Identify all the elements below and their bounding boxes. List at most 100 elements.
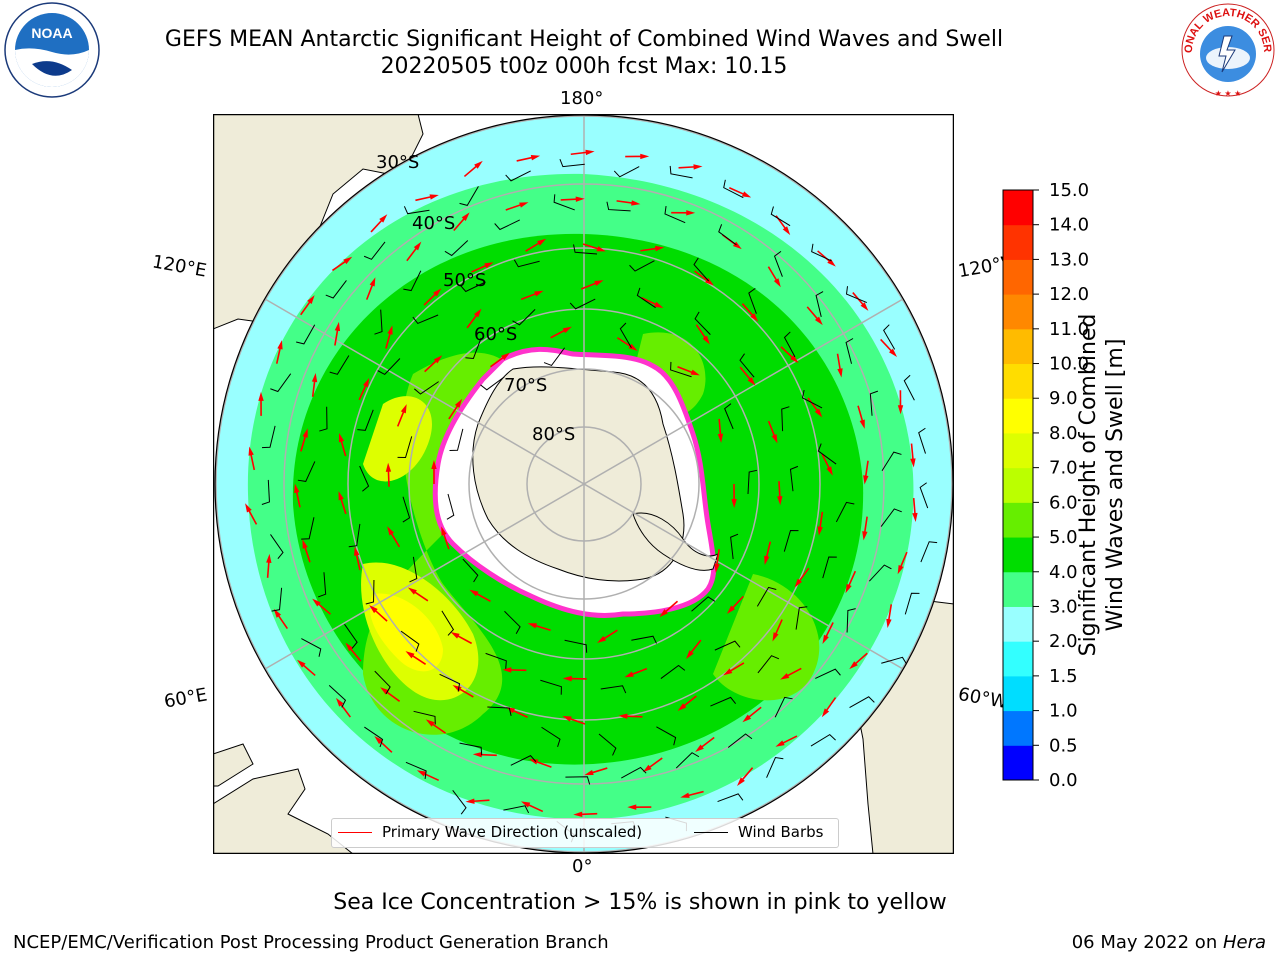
colorbar-tick-label: 7.0	[1049, 458, 1078, 479]
wind-barb	[480, 376, 505, 391]
wind-barb	[846, 608, 856, 633]
wave-arrow-head	[369, 277, 376, 287]
wave-arrow	[463, 164, 479, 178]
lon-label-0: 0°	[572, 856, 593, 877]
wave-arrow-head	[520, 801, 531, 808]
wind-barb	[363, 241, 386, 260]
wave-arrow	[384, 690, 401, 702]
wave-arrow	[249, 452, 256, 471]
map-subtitle: 20220505 t00z 000h fcst Max: 10.15	[380, 54, 788, 79]
wave-arrow-head	[794, 578, 803, 588]
wave-arrow	[824, 697, 837, 713]
colorbar-title-line1: Significant Height of Combined	[1076, 313, 1101, 657]
wave-arrow-head	[450, 631, 460, 639]
wave-arrow-head	[690, 369, 700, 376]
wave-arrow-head	[258, 391, 264, 401]
wind-barb	[357, 409, 374, 431]
wave-arrow	[765, 541, 772, 560]
wave-arrow-head	[886, 618, 892, 629]
nws-logo: NATIONAL WEATHER SERVICE ★ ★ ★	[1174, 0, 1278, 100]
wind-barb	[730, 533, 739, 560]
wave-arrow-head	[461, 212, 470, 221]
wave-arrow	[580, 281, 599, 290]
wave-arrow-head	[780, 673, 790, 680]
wave-arrow-head	[363, 377, 370, 388]
wave-arrow-head	[775, 740, 785, 747]
wind-barb	[766, 757, 784, 778]
wind-barb	[801, 389, 823, 409]
wave-direction-arrows	[245, 149, 918, 818]
wave-arrow-head	[345, 642, 354, 652]
wave-arrow	[785, 667, 802, 678]
polar-map	[212, 113, 955, 855]
wave-arrow-head	[505, 707, 516, 714]
wave-arrow-head	[405, 651, 415, 659]
wave-arrow	[355, 552, 361, 571]
colorbar-tick-label: 13.0	[1049, 249, 1089, 270]
wind-barb	[880, 508, 902, 527]
wind-barb	[835, 501, 855, 523]
wind-barb	[397, 436, 413, 458]
wind-barb	[444, 240, 469, 257]
wind-barb	[319, 406, 328, 432]
wave-arrow	[471, 799, 490, 803]
wind-barb	[409, 556, 418, 583]
wave-arrow-head	[618, 713, 628, 719]
wave-arrow	[887, 604, 893, 623]
wave-arrow	[640, 247, 659, 252]
wave-arrow-head	[431, 460, 437, 469]
wind-barb	[724, 403, 734, 430]
wave-arrow-head	[594, 280, 604, 287]
wave-arrow	[727, 662, 745, 673]
svg-text:★ ★ ★: ★ ★ ★	[1215, 89, 1242, 98]
wave-arrow-head	[527, 623, 538, 629]
wind-barb	[359, 465, 370, 492]
colorbar-tick-label: 5.0	[1049, 527, 1078, 548]
wave-arrow	[715, 548, 720, 568]
colorbar-tick-label: 0.0	[1049, 770, 1078, 791]
wave-arrow	[365, 282, 374, 300]
wave-arrow	[338, 702, 352, 718]
wave-arrow	[818, 511, 824, 530]
wave-arrow	[370, 218, 384, 233]
colorbar-canvas: 0.0 0.5 1.0 1.5 2.0 3.0 4.0 5.0 6.0 7.0 8.0 9.0 10.0…	[1002, 180, 1089, 791]
wave-arrow-head	[385, 462, 392, 472]
wind-barb	[564, 639, 588, 653]
wave-arrow-head	[654, 301, 664, 309]
wind-barb	[691, 596, 716, 612]
wave-arrow-head	[814, 408, 823, 418]
wave-arrow-head	[433, 355, 443, 364]
colorbar-tick-label: 6.0	[1049, 492, 1078, 513]
wind-barb	[374, 670, 391, 695]
wave-arrow-head	[413, 241, 422, 251]
wave-arrow-head	[534, 290, 544, 297]
wind-barb	[449, 428, 464, 451]
wave-arrow	[247, 508, 258, 525]
wave-arrow-head	[528, 758, 539, 765]
lat-label-50s: 50°S	[443, 270, 487, 291]
wind-barb	[747, 469, 758, 495]
wave-arrow	[910, 443, 914, 462]
wind-barb	[348, 523, 361, 548]
wind-barb	[811, 243, 832, 262]
wave-arrow	[864, 460, 869, 479]
wave-arrow	[616, 200, 635, 205]
wind-barb	[815, 291, 824, 317]
wave-arrow	[863, 516, 868, 535]
colorbar-swatch	[1003, 745, 1033, 781]
wave-arrow-head	[311, 372, 318, 383]
wave-arrow	[767, 266, 779, 283]
wind-barb	[543, 347, 566, 367]
wave-arrow-head	[845, 583, 852, 594]
colorbar-swatch	[1003, 190, 1033, 226]
wave-arrow	[534, 760, 552, 768]
wave-arrow-head	[693, 164, 703, 170]
wave-arrow	[301, 663, 316, 677]
wave-band-7m	[369, 593, 443, 672]
wave-arrow-head	[849, 661, 858, 670]
wind-barb	[261, 479, 270, 505]
wind-barb	[815, 668, 841, 679]
wave-arrow	[767, 420, 776, 439]
wave-arrow	[663, 600, 679, 614]
wave-arrow	[275, 345, 282, 364]
